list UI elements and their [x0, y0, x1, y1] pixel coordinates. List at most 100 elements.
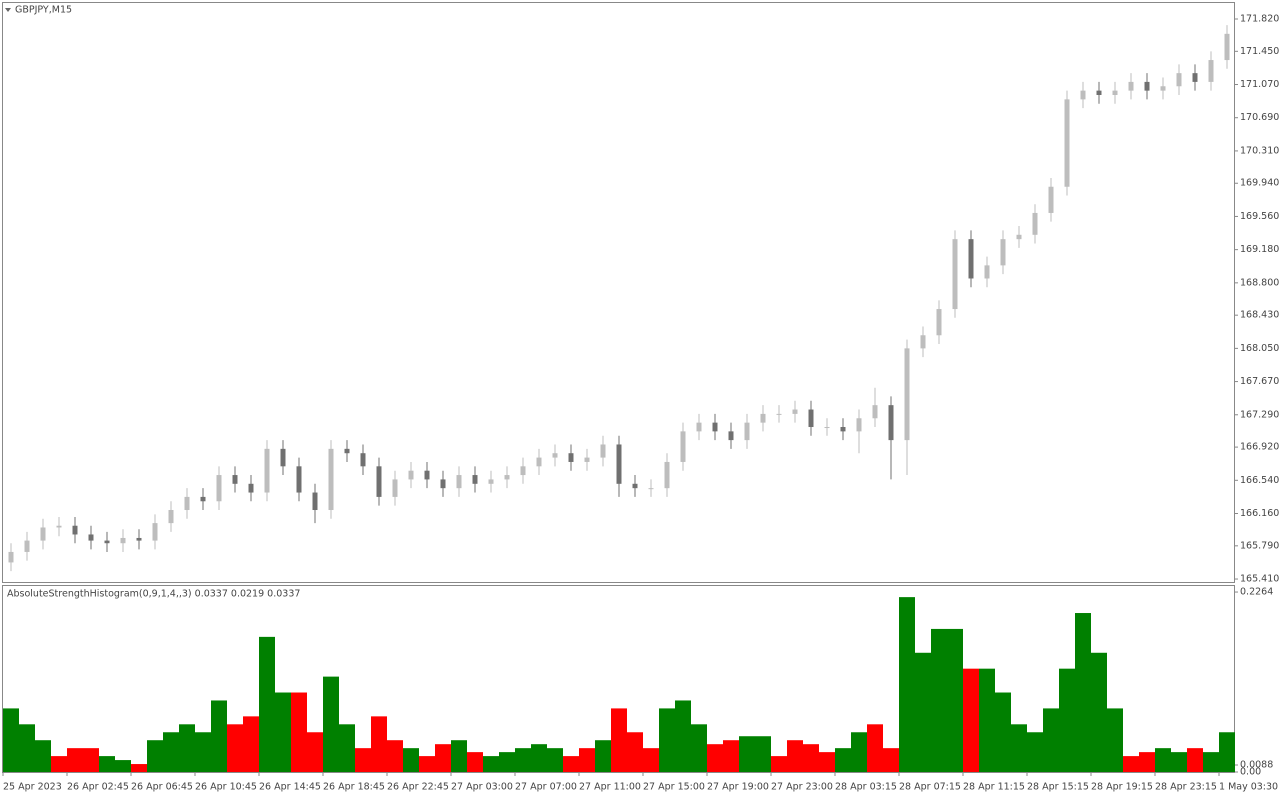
candle-body: [584, 457, 590, 462]
histogram-bar: [691, 724, 707, 772]
candle-body: [488, 479, 494, 484]
y-tick-label: 171.070: [1240, 79, 1279, 90]
candle-body: [408, 470, 414, 480]
candle-body: [120, 537, 126, 544]
histogram-bar: [1107, 708, 1123, 772]
candle-body: [40, 527, 46, 541]
y-tick-label: 168.050: [1240, 343, 1279, 354]
x-tick-label: 27 Apr 23:00: [771, 782, 833, 793]
histogram-bar: [963, 668, 979, 772]
indicator-pane-frame: [2, 585, 1235, 773]
histogram-bar: [867, 724, 883, 772]
candle-body: [632, 483, 638, 489]
candle-body: [296, 466, 302, 493]
histogram-bar: [1123, 756, 1139, 772]
candle-body: [1144, 81, 1150, 91]
x-tick-label: 26 Apr 18:45: [323, 782, 385, 793]
candle-body: [1000, 239, 1006, 266]
candle-body: [392, 479, 398, 497]
price-pane-frame: [2, 2, 1235, 583]
x-tick-label: 26 Apr 22:45: [387, 782, 449, 793]
histogram-bar: [579, 748, 595, 772]
histogram-bar: [371, 716, 387, 772]
y-tick-label: 0.0088: [1240, 760, 1273, 771]
histogram-bar: [1075, 613, 1091, 772]
histogram-bar: [51, 756, 67, 772]
histogram-bar: [483, 756, 499, 772]
collapse-icon[interactable]: [5, 8, 11, 12]
candle-body: [328, 448, 334, 511]
histogram-bar: [595, 740, 611, 772]
histogram-bar: [515, 748, 531, 772]
y-tick-label: 169.560: [1240, 211, 1279, 222]
y-tick-label: 171.450: [1240, 46, 1279, 57]
histogram-bar: [499, 752, 515, 772]
candle-body: [536, 457, 542, 467]
candle-body: [1112, 90, 1118, 96]
histogram-bar: [67, 748, 83, 772]
y-tick-label: 168.800: [1240, 277, 1279, 288]
candle-body: [616, 444, 622, 484]
histogram-bar: [563, 756, 579, 772]
histogram-bar: [243, 716, 259, 772]
histogram-bar: [419, 756, 435, 772]
y-tick-label: 166.540: [1240, 475, 1279, 486]
candle-body: [696, 422, 702, 432]
histogram-bar: [1171, 752, 1187, 772]
y-tick-label: 168.430: [1240, 310, 1279, 321]
candle-body: [424, 470, 430, 480]
histogram-bar: [131, 764, 147, 772]
histogram-bar: [899, 597, 915, 772]
candle-body: [280, 448, 286, 467]
candle-body: [1016, 234, 1022, 240]
y-tick-label: 166.160: [1240, 508, 1279, 519]
histogram-bar: [19, 724, 35, 772]
x-tick-label: 27 Apr 19:00: [707, 782, 769, 793]
symbol-title: GBPJPY,M15: [15, 5, 72, 16]
y-tick-label: 166.920: [1240, 442, 1279, 453]
candle-body: [312, 492, 318, 511]
histogram-bar: [435, 744, 451, 772]
histogram-bar: [643, 748, 659, 772]
candle-body: [1160, 86, 1166, 91]
histogram-bar: [835, 748, 851, 772]
histogram-bar: [707, 744, 723, 772]
histogram-bar: [339, 724, 355, 772]
histogram-bar: [35, 740, 51, 772]
histogram-bar: [1139, 752, 1155, 772]
candle-body: [712, 422, 718, 432]
y-tick-label: 167.670: [1240, 376, 1279, 387]
histogram-bar: [467, 752, 483, 772]
histogram-bar: [1091, 652, 1107, 772]
candle-body: [824, 427, 830, 429]
candle-body: [872, 405, 878, 419]
candle-body: [440, 479, 446, 489]
histogram-bar: [883, 748, 899, 772]
histogram-bar: [211, 700, 227, 772]
candle-body: [856, 418, 862, 432]
x-tick-label: 27 Apr 07:00: [515, 782, 577, 793]
candle-body: [920, 335, 926, 349]
histogram-bar: [947, 628, 963, 772]
candle-body: [216, 475, 222, 502]
candle-body: [888, 405, 894, 441]
candle-body: [56, 525, 62, 528]
histogram-bar: [307, 732, 323, 772]
candle-body: [792, 409, 798, 414]
histogram-bar: [1187, 748, 1203, 772]
histogram-bar: [1027, 732, 1043, 772]
y-tick-label: 165.410: [1240, 574, 1279, 585]
candle-body: [136, 537, 142, 541]
histogram-bar: [99, 756, 115, 772]
histogram-bar: [1155, 748, 1171, 772]
candle-body: [24, 540, 30, 552]
candle-body: [1208, 60, 1214, 82]
histogram-bar: [915, 652, 931, 772]
x-tick-label: 26 Apr 02:45: [67, 782, 129, 793]
x-tick-label: 28 Apr 19:15: [1091, 782, 1153, 793]
y-tick-label: 165.790: [1240, 540, 1279, 551]
histogram-bar: [147, 740, 163, 772]
candle-body: [1032, 212, 1038, 235]
candle-body: [952, 239, 958, 310]
